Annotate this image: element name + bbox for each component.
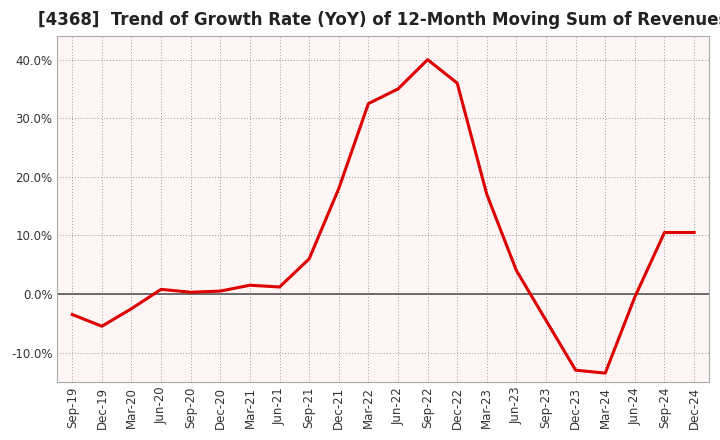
Title: [4368]  Trend of Growth Rate (YoY) of 12-Month Moving Sum of Revenues: [4368] Trend of Growth Rate (YoY) of 12-… xyxy=(38,11,720,29)
